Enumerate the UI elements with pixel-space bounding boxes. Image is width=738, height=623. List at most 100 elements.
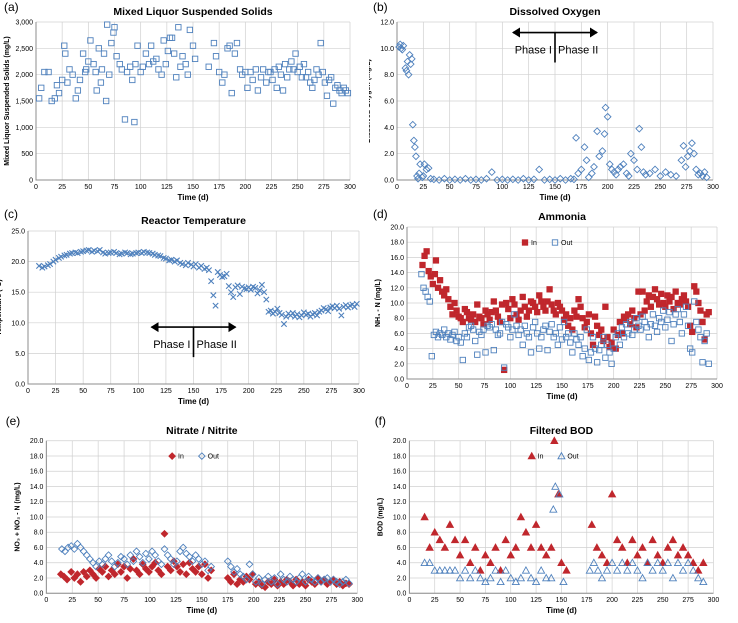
data-point (236, 570, 245, 579)
data-point (276, 577, 285, 586)
data-point (641, 170, 650, 179)
panel-reactor-temperature-chart: (c) Reactor Temperature 0.0 5.0 10.0 15.0 20.0… (0, 207, 365, 406)
data-point (562, 311, 570, 318)
data-point (145, 555, 153, 563)
data-point (516, 573, 526, 582)
y-axis-label: BOD (mg/L) (378, 498, 385, 536)
data-point (166, 555, 175, 563)
legend-label: In (178, 454, 184, 461)
data-point (177, 63, 184, 70)
data-point (345, 580, 353, 589)
data-point (703, 330, 710, 337)
data-point (204, 574, 212, 582)
data-point (401, 64, 410, 73)
data-point (624, 330, 632, 337)
y-tick-label: 8.0 (384, 72, 394, 79)
y-axis-label: Temperature (°C) (0, 279, 3, 335)
data-point (573, 313, 580, 320)
data-point (233, 39, 241, 47)
data-point (689, 349, 696, 356)
data-point (92, 68, 99, 76)
data-point (689, 328, 696, 336)
y-tick-label: 14.0 (390, 270, 404, 277)
data-point (463, 334, 471, 341)
y-tick-label: 0.0 (384, 178, 394, 185)
y-tick-label: 2,000 (15, 72, 33, 79)
legend-marker (557, 451, 566, 460)
data-point (508, 175, 517, 184)
data-point (472, 318, 479, 326)
x-tick-label: 150 (196, 597, 208, 604)
x-tick-label: 25 (52, 388, 60, 395)
data-point (476, 573, 485, 582)
legend: In Out (527, 451, 579, 461)
data-point (474, 351, 481, 358)
axis-lines (35, 22, 350, 181)
data-point (121, 116, 129, 123)
data-point (104, 572, 113, 581)
data-point (205, 63, 212, 70)
data-point (668, 293, 675, 301)
y-tick-label: 4.0 (394, 346, 404, 353)
data-point (182, 570, 191, 579)
data-point (590, 162, 598, 171)
data-point (186, 26, 194, 34)
data-point (420, 160, 429, 169)
x-tick-label: 250 (292, 184, 304, 191)
data-point (550, 436, 559, 444)
data-point (113, 560, 122, 569)
data-point (472, 337, 479, 345)
data-point (602, 354, 609, 361)
data-point (219, 79, 226, 86)
data-point (92, 562, 100, 571)
data-point (233, 564, 241, 573)
data-point (633, 550, 642, 559)
data-point (265, 68, 272, 76)
y-tick-label: 6.0 (34, 545, 44, 552)
data-point (589, 341, 597, 348)
data-point (643, 558, 652, 566)
x-tick-label: 300 (344, 184, 356, 191)
data-point (104, 21, 111, 28)
axis-lines (396, 22, 713, 181)
data-point (325, 308, 332, 315)
data-point (64, 79, 71, 86)
x-tick-label: 300 (708, 597, 720, 604)
data-point (201, 557, 209, 566)
data-point (691, 298, 698, 305)
y-tick-label: 12.0 (393, 499, 407, 506)
x-tick-label: 225 (628, 184, 640, 191)
series-data-points (35, 21, 352, 126)
data-point (593, 566, 603, 574)
data-point (683, 550, 693, 559)
y-tick-label: 2,500 (15, 46, 33, 53)
y-tick-label: 20.0 (393, 438, 407, 445)
x-axis-label: Time (d) (187, 606, 218, 615)
data-point (559, 577, 568, 586)
data-point (98, 560, 107, 569)
data-point (436, 330, 444, 337)
arrowhead-left (512, 27, 520, 38)
data-point (597, 573, 607, 582)
data-point (565, 330, 572, 337)
gridlines (409, 440, 714, 594)
data-point (521, 566, 531, 574)
x-tick-label: 25 (68, 597, 76, 604)
x-tick-label: 250 (300, 597, 312, 604)
data-point (142, 50, 150, 57)
data-point (426, 298, 433, 305)
data-point (684, 322, 692, 329)
data-point (338, 312, 345, 319)
data-point (419, 172, 428, 180)
data-point (628, 535, 637, 544)
data-point (249, 76, 256, 84)
data-point (600, 334, 607, 341)
data-point (658, 318, 665, 326)
panel-letter: (c) (4, 207, 18, 221)
data-point (66, 250, 74, 257)
x-tick-label: 25 (431, 597, 439, 604)
data-point (647, 321, 655, 328)
data-point (194, 555, 203, 563)
data-point (175, 24, 182, 31)
